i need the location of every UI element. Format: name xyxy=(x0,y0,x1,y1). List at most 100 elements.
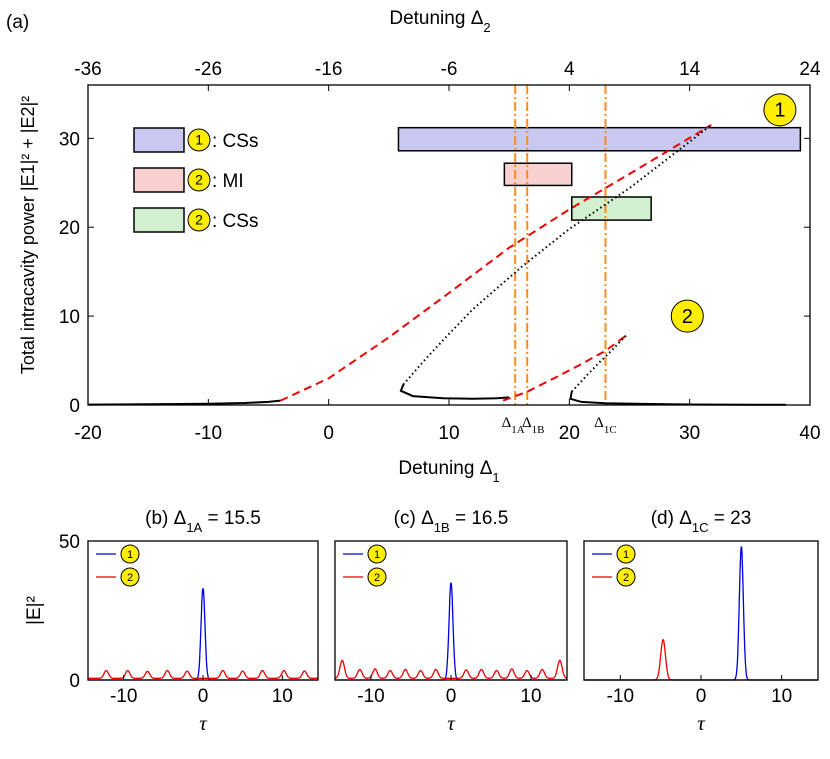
figure-label: (a) xyxy=(6,12,29,33)
plot-frame xyxy=(334,540,568,681)
callout-1: 1 xyxy=(763,93,797,127)
legend-badge-2: 2 xyxy=(120,567,140,587)
legend-label: : MI xyxy=(212,171,244,192)
legend-badge-1: 1 xyxy=(120,544,140,564)
series-1-lower-stable xyxy=(399,384,510,400)
series-2-lower-stable xyxy=(569,391,786,406)
x-tick-label: 10 xyxy=(520,686,541,707)
panel-title: (c) Δ1B = 16.5 xyxy=(394,508,509,535)
x-tick-label: 0 xyxy=(198,686,209,707)
legend-badge-2-circle xyxy=(120,567,140,587)
legend-swatch-mi2 xyxy=(133,167,185,193)
x-tick-label: -10 xyxy=(357,686,384,707)
legend-badge-1-circle xyxy=(120,544,140,564)
callout-2-label: 2 xyxy=(682,306,693,328)
band-cs2 xyxy=(570,196,652,221)
y-tick-label: 10 xyxy=(59,307,80,328)
vline-label-1b: Δ1B xyxy=(522,415,545,436)
legend-badge-label: 1 xyxy=(195,132,203,148)
x-tick-label: 10 xyxy=(272,686,293,707)
y-axis-label: |E|² xyxy=(24,596,45,625)
callout-1-label: 1 xyxy=(774,100,785,122)
x-axis-label: Detuning Δ1 xyxy=(398,458,499,485)
callout-2: 2 xyxy=(670,299,704,333)
top-x-tick-label: -36 xyxy=(74,59,101,80)
legend-badge-2-label: 2 xyxy=(374,572,380,584)
legend-badge: 2 xyxy=(187,168,211,192)
legend-badge-2-label: 2 xyxy=(127,572,133,584)
legend-badge-1-label: 1 xyxy=(127,549,133,561)
top-x-tick-label: 14 xyxy=(679,59,701,80)
panel-title: (d) Δ1C = 23 xyxy=(651,508,752,535)
legend-badge-2: 2 xyxy=(616,567,636,587)
x-tick-label: 10 xyxy=(771,686,792,707)
legend-badge-1-label: 1 xyxy=(374,549,380,561)
y-axis-label: Total intracavity power |E1|² + |E2|² xyxy=(18,96,38,374)
callout-2-circle xyxy=(670,299,704,333)
legend-badge-label: 2 xyxy=(195,212,203,228)
vline-label-1a: Δ1A xyxy=(502,415,525,436)
series-1-stable-lower xyxy=(87,399,281,406)
x-tick-label: 0 xyxy=(323,423,334,444)
legend-badge-2-circle xyxy=(367,567,387,587)
series-1 xyxy=(584,546,818,681)
top-x-tick-label: -26 xyxy=(195,59,222,80)
legend-swatch-cs1 xyxy=(133,127,185,153)
panel-c-profile-chart: -10 0 10 τ (c) Δ1B = 16.5 1 2 xyxy=(334,508,568,735)
y-tick-label: 50 xyxy=(59,532,80,553)
y-tick-label: 20 xyxy=(59,218,80,239)
band-cs1 xyxy=(397,126,802,152)
x-tick-label: 10 xyxy=(438,423,459,444)
legend-badge-circle xyxy=(187,168,211,192)
x-tick-label: 0 xyxy=(446,686,457,707)
legend-badge-2: 2 xyxy=(367,567,387,587)
x-tick-label: 40 xyxy=(799,423,820,444)
top-x-axis-label: Detuning Δ2 xyxy=(389,8,490,35)
band-mi2 xyxy=(503,162,573,187)
x-axis-label: τ xyxy=(697,711,706,735)
legend-badge-1-label: 1 xyxy=(623,549,629,561)
x-tick-label: 0 xyxy=(696,686,707,707)
legend-badge-label: 2 xyxy=(195,172,203,188)
series-2 xyxy=(584,638,818,681)
x-tick-label: -10 xyxy=(110,686,137,707)
legend-label: : CSs xyxy=(212,211,258,232)
series-1 xyxy=(335,582,567,681)
legend-badge-1-circle xyxy=(367,544,387,564)
panel-b-profile-chart: -10 0 10 0 50 τ (b) Δ1A = 15.5 |E|² 1 2 xyxy=(24,508,319,735)
legend-badge-circle xyxy=(187,128,211,152)
y-tick-label: 0 xyxy=(69,671,80,692)
legend-badge: 1 xyxy=(187,128,211,152)
legend-badge-2-circle xyxy=(616,567,636,587)
vline-label-1c: Δ1C xyxy=(594,415,617,436)
legend-swatch-cs2 xyxy=(133,207,185,233)
x-tick-label: 20 xyxy=(559,423,580,444)
x-tick-label: -20 xyxy=(74,423,101,444)
x-axis-label: τ xyxy=(447,711,456,735)
series-2-middle xyxy=(570,335,627,393)
panel-title: (b) Δ1A = 15.5 xyxy=(145,508,261,535)
plot-frame xyxy=(87,540,319,681)
x-tick-label: -10 xyxy=(195,423,222,444)
top-x-tick-label: -6 xyxy=(441,59,458,80)
top-x-tick-label: 24 xyxy=(799,59,821,80)
legend-badge-1: 1 xyxy=(616,544,636,564)
legend-badge-2-label: 2 xyxy=(623,572,629,584)
legend-label: : CSs xyxy=(212,131,258,152)
plot-frame xyxy=(583,540,819,681)
legend-badge-1-circle xyxy=(616,544,636,564)
series-1 xyxy=(88,588,318,681)
legend-badge-circle xyxy=(187,208,211,232)
x-tick-label: -10 xyxy=(607,686,634,707)
series-1-upper xyxy=(280,124,712,402)
x-tick-label: 30 xyxy=(679,423,700,444)
top-x-tick-label: 4 xyxy=(564,59,575,80)
top-x-tick-label: -16 xyxy=(315,59,342,80)
callout-1-circle xyxy=(763,93,797,127)
series-1-middle xyxy=(402,124,712,386)
x-axis-label: τ xyxy=(199,711,208,735)
panel-d-profile-chart: -10 0 10 τ (d) Δ1C = 23 1 2 xyxy=(583,508,819,735)
series-2-lower xyxy=(502,334,627,402)
